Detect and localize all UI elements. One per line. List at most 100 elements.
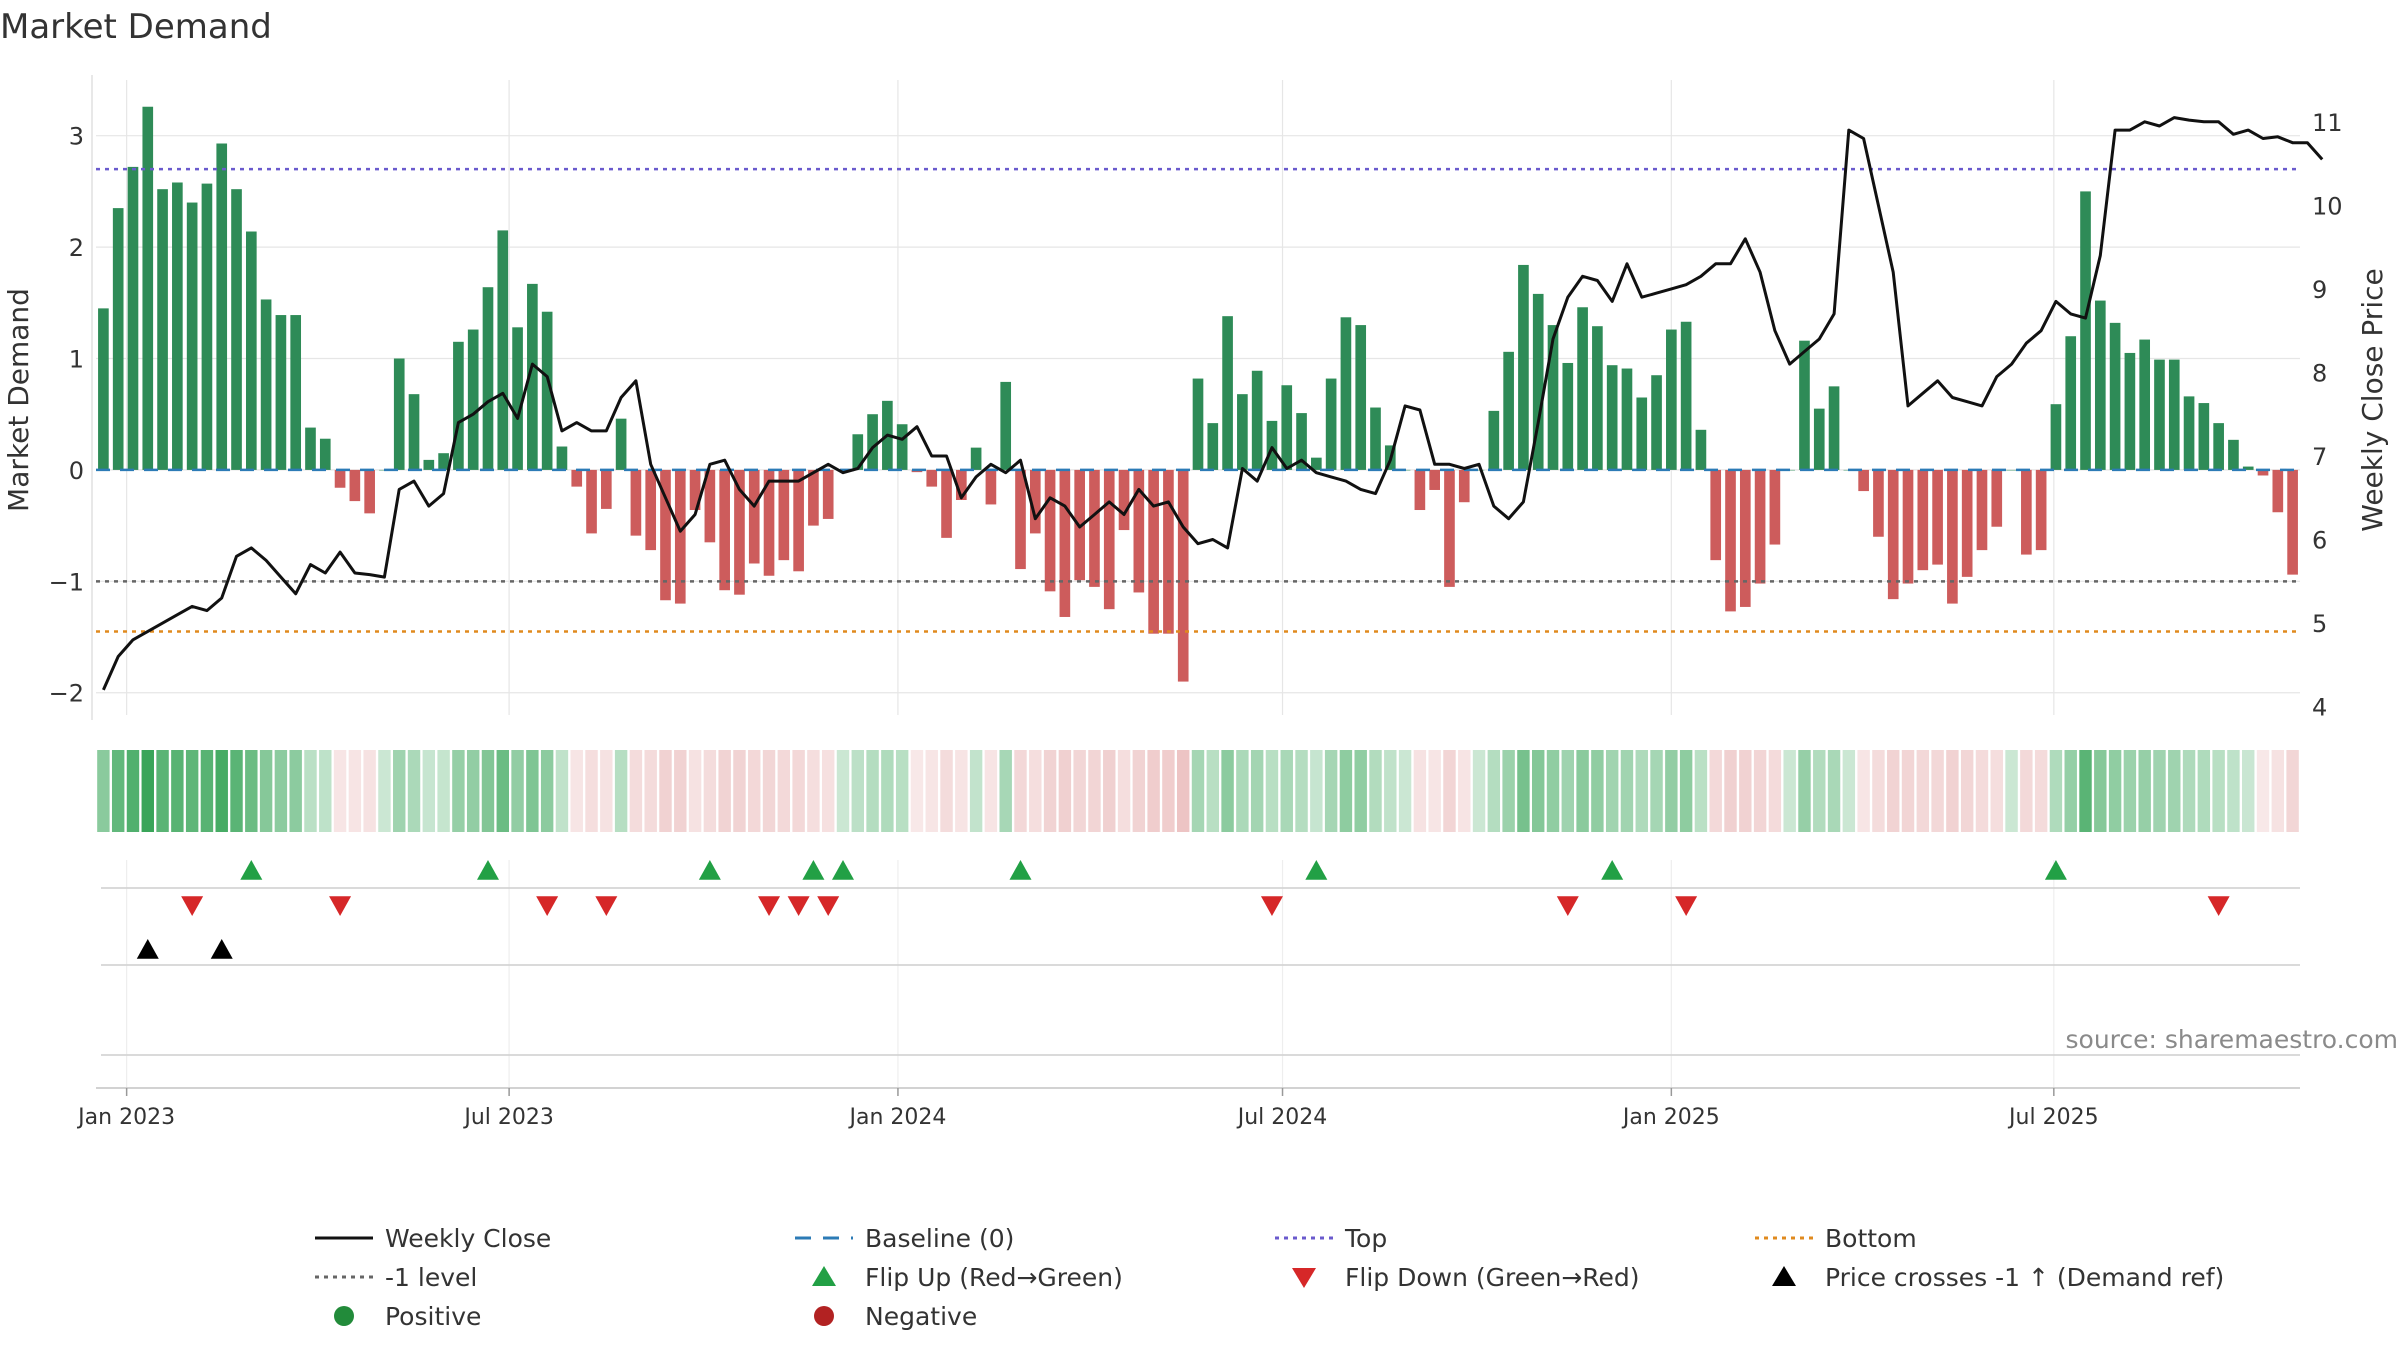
- event-markers: [96, 860, 2300, 1089]
- heat-cell: [1724, 750, 1737, 832]
- demand-bar: [186, 202, 198, 470]
- heat-cell: [111, 750, 125, 832]
- demand-bar: [1370, 407, 1381, 470]
- demand-bar: [2213, 423, 2224, 470]
- price-cross-marker: [210, 939, 233, 959]
- heat-cell: [215, 750, 228, 832]
- demand-bar: [1340, 317, 1352, 470]
- demand-bar: [1029, 469, 1041, 534]
- y-tick-right: 6: [2312, 527, 2327, 555]
- heat-cell: [2064, 750, 2077, 832]
- flip-up-marker: [698, 860, 721, 880]
- demand-bar: [290, 315, 302, 470]
- demand-bar: [364, 469, 375, 514]
- heat-cell: [836, 750, 850, 832]
- demand-bar: [319, 438, 331, 470]
- heat-cell: [718, 750, 731, 832]
- flip-up-marker: [2044, 860, 2067, 880]
- heat-cell: [895, 750, 909, 832]
- heat-cell: [1147, 750, 1160, 832]
- flip-up-marker: [831, 860, 854, 880]
- demand-bar: [1606, 365, 1618, 470]
- heat-cell: [659, 750, 672, 832]
- demand-bar: [1917, 469, 1929, 571]
- heat-cell: [540, 750, 554, 832]
- heat-cell: [2034, 750, 2048, 832]
- heat-cell: [821, 750, 835, 832]
- demand-bar: [793, 469, 804, 572]
- demand-bar: [1089, 469, 1100, 587]
- heat-cell: [1709, 750, 1722, 832]
- heat-cell: [466, 750, 480, 832]
- legend-item: Top: [1275, 1224, 1387, 1253]
- demand-bar: [527, 283, 538, 470]
- heat-cell: [2049, 750, 2063, 832]
- heat-cell: [1532, 750, 1545, 832]
- demand-bar: [1621, 368, 1633, 470]
- flip-down-marker: [1556, 896, 1579, 916]
- demand-bar: [2065, 336, 2077, 470]
- heat-cell: [1191, 750, 1205, 832]
- flip-down-marker: [758, 896, 781, 916]
- demand-bar: [1503, 351, 1514, 470]
- heat-cell: [1487, 750, 1501, 832]
- heat-cell: [1176, 750, 1190, 832]
- heat-cell: [1443, 750, 1456, 832]
- demand-bar: [645, 469, 657, 551]
- legend-item: Flip Down (Green→Red): [1292, 1263, 1640, 1292]
- heat-cell: [1369, 750, 1382, 832]
- heat-cell: [1768, 750, 1782, 832]
- demand-bar: [719, 469, 730, 591]
- demand-bar: [423, 459, 435, 470]
- demand-bar: [763, 469, 775, 576]
- heat-cell: [1887, 750, 1900, 832]
- demand-bar: [704, 469, 716, 543]
- heat-cell: [1842, 750, 1856, 832]
- demand-bar: [1961, 469, 1973, 577]
- demand-bar: [970, 447, 982, 470]
- demand-bar: [1059, 469, 1071, 617]
- heat-cell: [1280, 750, 1293, 832]
- demand-bar: [1858, 469, 1869, 492]
- demand-heatstrip: [97, 750, 2299, 832]
- demand-bar: [1488, 410, 1500, 470]
- demand-bar: [1518, 264, 1529, 470]
- legend-item: Price crosses -1 ↑ (Demand ref): [1772, 1263, 2224, 1292]
- demand-bar: [1947, 469, 1958, 604]
- demand-bar: [571, 469, 583, 487]
- demand-bar: [1473, 469, 1485, 471]
- heat-cell: [496, 750, 509, 832]
- heat-cell: [1339, 750, 1353, 832]
- y-tick-left: 0: [69, 457, 84, 485]
- demand-bar: [926, 469, 938, 487]
- demand-bar: [467, 329, 479, 470]
- demand-bar: [260, 299, 272, 470]
- legend-item: Bottom: [1755, 1224, 1917, 1253]
- heat-cell: [777, 750, 791, 832]
- heat-cell: [1310, 750, 1323, 832]
- y-tick-right: 9: [2312, 276, 2327, 304]
- legend-label: Bottom: [1825, 1224, 1917, 1253]
- demand-bar: [275, 315, 287, 470]
- demand-bar: [245, 231, 257, 470]
- heat-cell: [378, 750, 391, 832]
- heat-cell: [807, 750, 820, 832]
- heat-cell: [1798, 750, 1811, 832]
- demand-bar: [600, 469, 612, 509]
- heat-cell: [614, 750, 628, 832]
- demand-bar: [1207, 423, 1219, 470]
- heat-cell: [1665, 750, 1678, 832]
- demand-bar: [2139, 339, 2151, 470]
- x-tick-label: Jul 2024: [1236, 1105, 1328, 1130]
- demand-bar: [1754, 469, 1766, 584]
- heat-cell: [2271, 750, 2285, 832]
- demand-bar: [1887, 469, 1899, 600]
- demand-bar: [1902, 469, 1914, 584]
- heat-cell: [1635, 750, 1648, 832]
- demand-bar: [2242, 466, 2254, 470]
- demand-bar: [541, 311, 553, 470]
- heat-cell: [1591, 750, 1604, 832]
- heat-cell: [452, 750, 465, 832]
- demand-bar: [2050, 404, 2062, 470]
- demand-bar: [1769, 469, 1781, 545]
